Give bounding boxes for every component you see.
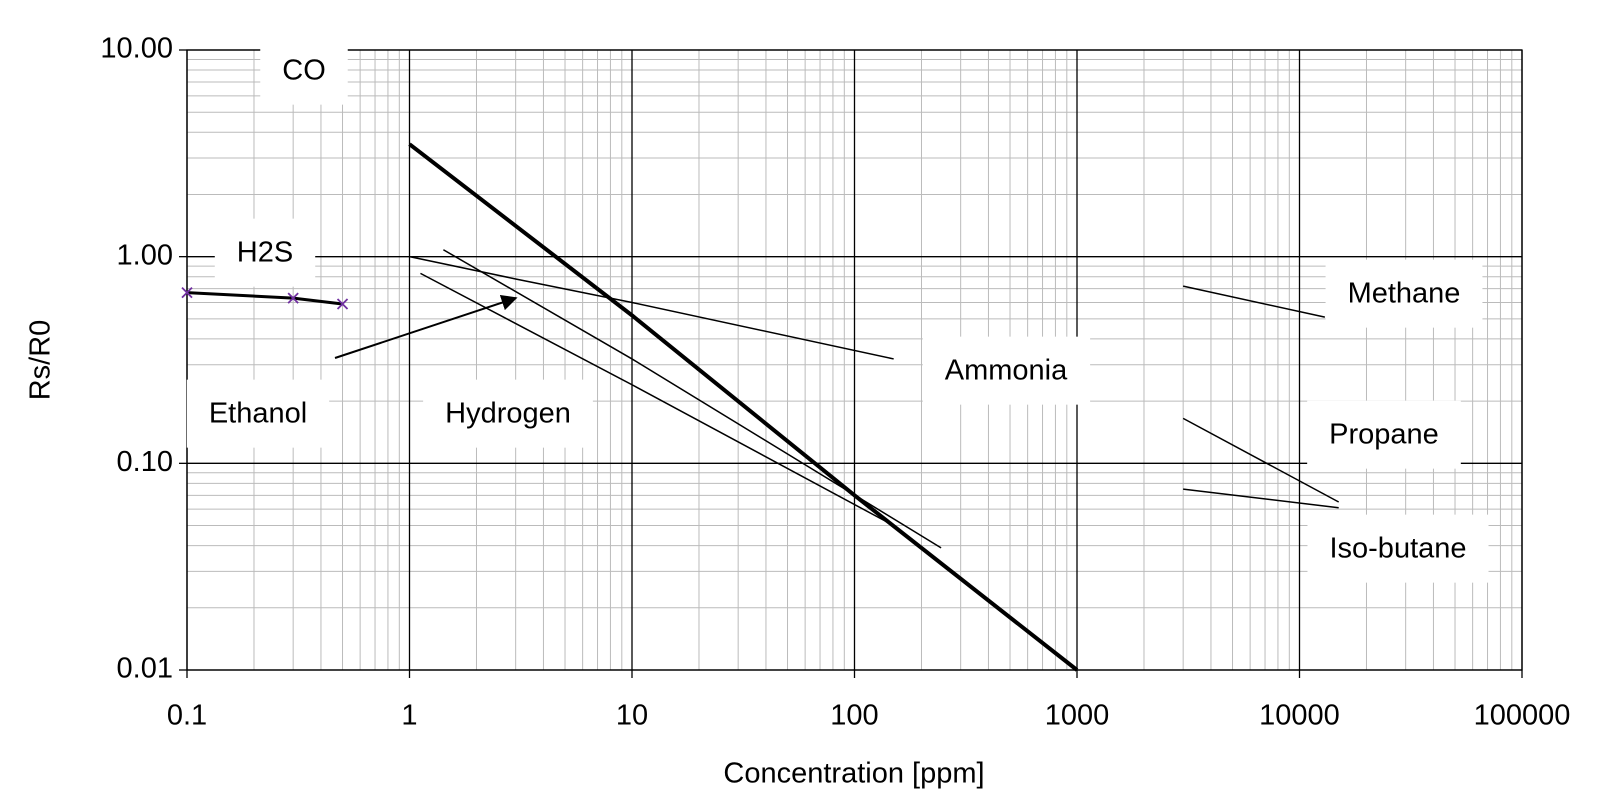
label-background: [1307, 514, 1489, 583]
y-tick-label: 0.01: [117, 653, 173, 685]
series-label: H2S: [237, 237, 293, 269]
x-tick-label: 10000: [1259, 700, 1340, 732]
series-label: CO: [282, 55, 326, 87]
point-marker: [181, 286, 193, 299]
line: [409, 255, 894, 360]
series-label: Iso-butane: [1329, 533, 1466, 565]
line: [1182, 417, 1340, 503]
x-tick-label: 1: [401, 700, 417, 732]
line: [408, 142, 1079, 672]
x-tick-label: 100: [830, 700, 878, 732]
series-label: Ethanol: [209, 398, 307, 430]
point-marker: [336, 298, 349, 310]
line: [1182, 285, 1326, 318]
series-label: Hydrogen: [445, 398, 571, 430]
arrow: [334, 294, 518, 359]
y-tick-label: 10.00: [100, 33, 173, 65]
x-tick-label: 100000: [1474, 700, 1571, 732]
label-background: [186, 379, 330, 448]
label-background: [922, 336, 1091, 405]
series-label: Methane: [1348, 278, 1461, 310]
x-tick-label: 10: [616, 700, 648, 732]
x-tick-label: 0.1: [167, 700, 207, 732]
x-tick-label: 1000: [1045, 700, 1110, 732]
line: [1183, 488, 1339, 509]
label-background: [1307, 400, 1461, 469]
label-background: [423, 379, 593, 448]
series-label: Propane: [1329, 419, 1439, 451]
line: [443, 249, 942, 549]
point-marker: [287, 292, 299, 304]
plot-frame: [186, 49, 1523, 671]
y-tick-label: 0.10: [117, 446, 173, 478]
line: [420, 272, 888, 523]
y-tick-label: 1.00: [117, 239, 173, 271]
series-label: Ammonia: [945, 355, 1068, 387]
label-background: [260, 36, 348, 105]
label-background: [1325, 259, 1483, 328]
x-axis-label: Concentration [ppm]: [723, 758, 984, 790]
y-axis-label: Rs/R0: [25, 320, 57, 401]
label-background: [214, 218, 316, 287]
